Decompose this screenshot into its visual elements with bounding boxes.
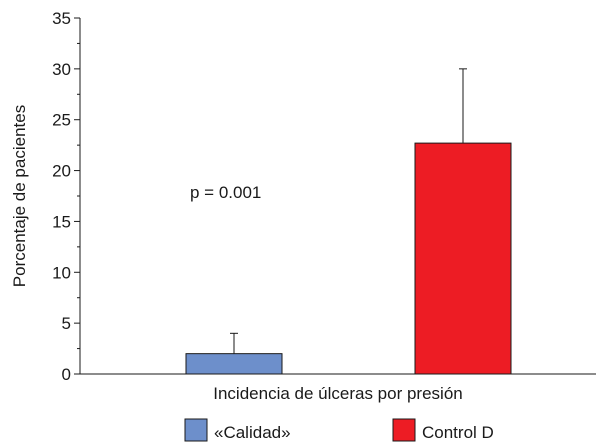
y-ticks: 0 5 10 15 20 25 30 35 xyxy=(52,9,80,384)
y-tick-label: 25 xyxy=(52,111,71,130)
x-axis-title: Incidencia de úlceras por presión xyxy=(213,384,462,403)
legend-label: «Calidad» xyxy=(214,423,291,442)
y-axis-title: Porcentaje de pacientes xyxy=(10,105,29,287)
error-bars xyxy=(230,68,467,354)
y-tick-label: 35 xyxy=(52,9,71,28)
bars xyxy=(185,142,512,375)
p-value-annotation: p = 0.001 xyxy=(190,183,261,202)
y-tick-label: 20 xyxy=(52,162,71,181)
y-tick-label: 15 xyxy=(52,212,71,231)
y-axis: 0 5 10 15 20 25 30 35 xyxy=(52,9,81,384)
bar xyxy=(185,353,283,375)
legend-swatch xyxy=(184,418,208,442)
bar xyxy=(414,142,512,375)
legend-swatch xyxy=(392,418,416,442)
y-tick-label: 30 xyxy=(52,60,71,79)
y-tick-label: 5 xyxy=(62,314,71,333)
legend: «Calidad» Control D xyxy=(184,418,494,442)
legend-label: Control D xyxy=(422,423,494,442)
y-tick-label: 0 xyxy=(62,365,71,384)
y-tick-label: 10 xyxy=(52,263,71,282)
